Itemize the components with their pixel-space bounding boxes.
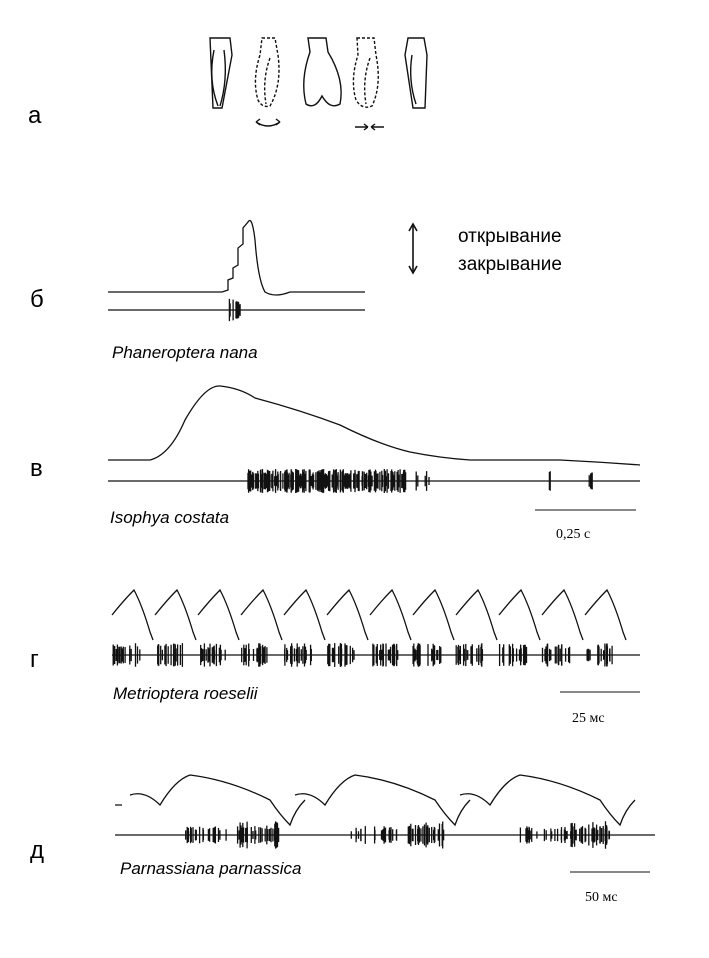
spikes	[570, 821, 608, 849]
legend-closing: закрывание	[458, 254, 562, 275]
upper-trace	[111, 588, 627, 641]
spikes	[519, 826, 611, 844]
upper-trace	[108, 385, 641, 466]
legend-opening: открывание	[458, 226, 562, 247]
scale-label: 0,25 с	[556, 527, 590, 542]
scale-label: 25 мс	[572, 711, 605, 726]
spikes	[586, 643, 613, 667]
panel-letter: д	[30, 837, 44, 864]
spikes	[498, 643, 528, 667]
spikes	[588, 472, 593, 490]
spikes	[241, 643, 268, 667]
spikes	[407, 821, 444, 849]
species-name: Isophya costata	[110, 508, 229, 527]
species-name: Parnassiana parnassica	[120, 859, 301, 878]
spikes	[247, 469, 407, 493]
spikes	[200, 643, 226, 667]
spikes	[239, 821, 279, 849]
species-name: Phaneroptera nana	[112, 343, 258, 362]
spikes	[112, 643, 141, 667]
traces	[108, 219, 655, 849]
spikes	[157, 643, 184, 667]
panel-letter: в	[30, 455, 43, 482]
spikes	[412, 643, 442, 667]
spikes	[372, 643, 399, 667]
spikes	[455, 643, 484, 667]
spikes	[284, 643, 312, 667]
spikes	[228, 298, 241, 322]
wing-diagrams	[209, 37, 428, 131]
spikes	[415, 471, 430, 491]
species-name: Metrioptera roeselii	[113, 684, 259, 703]
spikes	[327, 643, 355, 667]
panel-letter: г	[30, 646, 39, 673]
spikes	[548, 471, 551, 491]
panel-letter: б	[30, 286, 44, 313]
scale-label: 50 мс	[585, 890, 618, 905]
legend-arrow	[408, 222, 418, 275]
upper-trace	[108, 219, 365, 296]
panel-letter: а	[28, 102, 42, 129]
spikes	[541, 643, 571, 667]
upper-trace	[115, 774, 636, 827]
